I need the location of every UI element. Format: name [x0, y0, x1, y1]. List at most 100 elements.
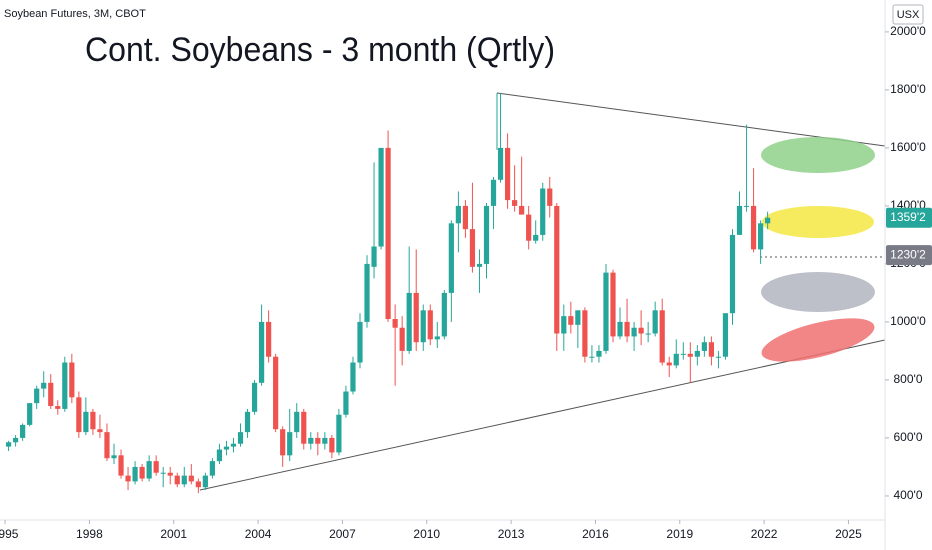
candle-body: [69, 362, 75, 398]
candle-body: [547, 188, 553, 206]
target-ellipse-red: [761, 318, 875, 362]
candle-body: [329, 437, 335, 453]
candle-body: [392, 319, 398, 328]
price-label-box: [886, 207, 932, 228]
candle-body: [420, 310, 426, 343]
candles: [5, 92, 771, 494]
candle-body: [230, 443, 237, 447]
candle-body: [315, 437, 321, 444]
chart-title: Cont. Soybeans - 3 month (Qrtly): [85, 31, 555, 69]
candle-body: [673, 353, 679, 366]
candle-body: [603, 272, 609, 351]
candle-body: [406, 292, 412, 351]
y-tick-label: 400'0: [894, 488, 923, 502]
candle-body: [399, 327, 405, 351]
y-tick-label: 1600'0: [890, 140, 926, 154]
candle-body: [589, 356, 595, 358]
candle-body: [153, 461, 159, 473]
candle-body: [104, 432, 110, 459]
candle-body: [343, 391, 349, 415]
candle-body: [533, 234, 539, 241]
candle-body: [357, 321, 363, 363]
candle-body: [441, 292, 447, 337]
candle-body: [652, 310, 658, 334]
y-tick-label: 600'0: [894, 430, 923, 444]
candle-body: [568, 316, 574, 325]
candle-body: [765, 217, 771, 224]
candle-body: [188, 475, 194, 482]
candle-body: [659, 310, 665, 363]
candle-body: [48, 382, 54, 407]
x-tick-label: 2022: [751, 527, 778, 541]
candle-body: [708, 342, 715, 357]
candle-body: [167, 472, 173, 476]
candle-body: [13, 437, 19, 443]
candle-body: [5, 442, 12, 447]
candle-body: [27, 403, 33, 425]
candle-body: [125, 475, 131, 482]
candle-body: [322, 437, 328, 444]
y-tick-label: 1000'0: [890, 314, 926, 328]
candle-body: [181, 475, 187, 485]
candle-body: [34, 388, 40, 404]
candle-body: [280, 429, 286, 456]
candle-body: [483, 205, 490, 264]
candle-body: [301, 411, 307, 444]
candle-body: [266, 321, 272, 357]
candle-body: [504, 147, 511, 201]
candle-body: [55, 406, 61, 409]
candle-body: [512, 200, 518, 206]
candle-body: [455, 205, 461, 224]
candle-body: [97, 429, 103, 433]
candle-body: [76, 397, 82, 433]
candle-body: [715, 356, 722, 358]
candle-body: [160, 472, 166, 474]
candle-body: [701, 342, 707, 351]
candle-body: [273, 356, 279, 430]
candle-body: [729, 234, 736, 314]
candle-body: [287, 432, 293, 456]
candle-body: [694, 350, 700, 357]
y-tick-label: 800'0: [894, 372, 923, 386]
candle-body: [610, 272, 616, 337]
axes: 2000'01800'01600'01400'01200'01000'0800'…: [0, 24, 932, 541]
candle-body: [540, 188, 546, 235]
candle-body: [308, 437, 314, 444]
candle-body: [680, 353, 686, 355]
lower-trend-line: [199, 339, 886, 491]
candle-body: [90, 411, 96, 430]
x-tick-label: 2010: [413, 527, 440, 541]
candle-body: [526, 214, 532, 241]
candle-body: [244, 411, 251, 433]
price-label: 1230'2: [890, 247, 926, 261]
candle-body: [294, 411, 300, 433]
drawings: [199, 92, 886, 491]
candle-body: [736, 205, 743, 235]
candle-body: [111, 455, 117, 459]
candle-body: [364, 263, 370, 322]
candle-body: [631, 327, 637, 337]
candle-body: [209, 461, 215, 476]
candle-body: [139, 466, 145, 479]
currency: USX: [897, 9, 920, 21]
candle-body: [596, 350, 602, 357]
candle-body: [617, 321, 623, 337]
candle-body: [582, 310, 588, 357]
candle-body: [469, 229, 476, 267]
candle-body: [20, 424, 26, 438]
x-tick-label: 2013: [498, 527, 525, 541]
candle-body: [62, 362, 68, 409]
candle-body: [216, 449, 223, 462]
candle-body: [413, 292, 419, 343]
x-tick-label: 2007: [329, 527, 356, 541]
candle-body: [638, 327, 644, 334]
candle-body: [202, 475, 208, 488]
candle-body: [258, 321, 265, 383]
candle-body: [434, 336, 440, 340]
candle-body: [448, 223, 454, 293]
candle-body: [83, 411, 89, 433]
x-tick-label: 2016: [582, 527, 609, 541]
